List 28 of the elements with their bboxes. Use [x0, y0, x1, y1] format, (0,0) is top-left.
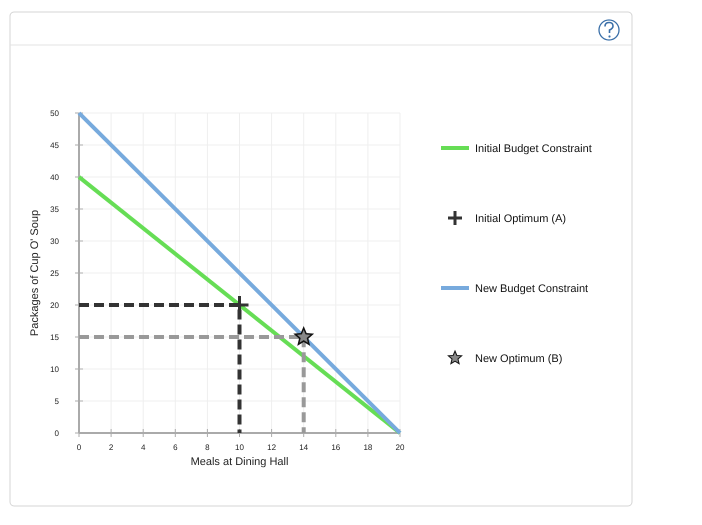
- legend-label: Initial Optimum (A): [475, 213, 566, 225]
- y-tick-label: 25: [50, 269, 60, 278]
- legend-label: New Optimum (B): [475, 353, 562, 365]
- x-tick-label: 4: [140, 443, 146, 452]
- legend-label: New Budget Constraint: [475, 283, 588, 295]
- x-tick-label: 16: [331, 443, 341, 452]
- y-tick-label: 0: [54, 429, 60, 438]
- x-tick-label: 6: [173, 443, 178, 452]
- y-tick-label: 50: [50, 109, 60, 118]
- y-tick-label: 40: [50, 173, 60, 182]
- x-axis-title: Meals at Dining Hall: [190, 456, 288, 468]
- x-tick-label: 2: [108, 443, 114, 452]
- y-axis-title: Packages of Cup O' Soup: [29, 210, 41, 336]
- x-tick-label: 0: [76, 443, 82, 452]
- y-tick-label: 30: [50, 237, 60, 246]
- y-tick-label: 15: [50, 333, 60, 342]
- legend-label: Initial Budget Constraint: [475, 143, 592, 155]
- x-tick-label: 14: [299, 443, 309, 452]
- y-tick-label: 10: [50, 365, 60, 374]
- x-tick-label: 12: [267, 443, 277, 452]
- x-tick-label: 10: [235, 443, 244, 452]
- x-tick-label: 20: [396, 443, 405, 452]
- x-tick-label: 18: [363, 443, 373, 452]
- y-tick-label: 20: [50, 301, 60, 310]
- y-tick-label: 45: [50, 141, 60, 150]
- y-tick-label: 5: [54, 397, 60, 406]
- x-tick-label: 8: [205, 443, 210, 452]
- y-tick-label: 35: [50, 205, 60, 214]
